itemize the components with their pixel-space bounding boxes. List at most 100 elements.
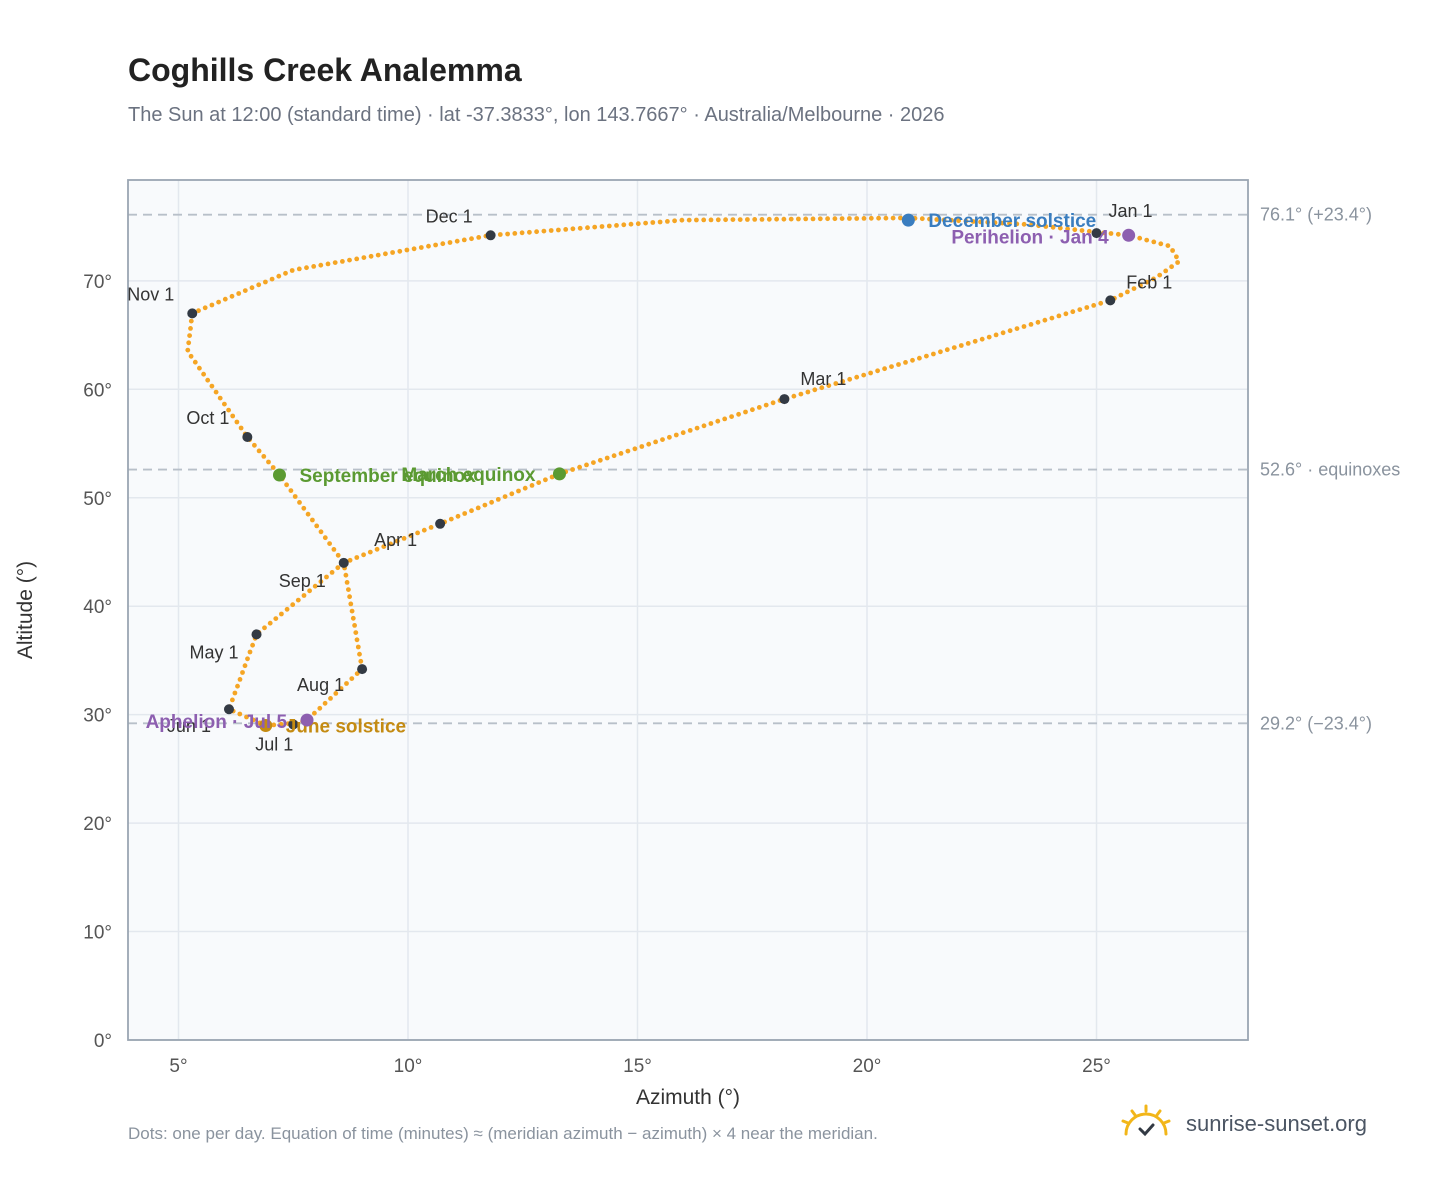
day-dot [992,220,998,226]
day-dot [972,338,978,344]
day-dot [1144,279,1150,285]
day-dot [374,546,380,552]
day-dot [512,231,518,236]
day-dot [737,217,743,223]
day-dot [328,696,333,701]
y-tick-label: 10° [83,923,112,944]
day-dot [242,288,248,293]
day-dot [941,217,947,223]
day-dot [247,649,253,655]
day-dot [1084,305,1090,310]
x-axis-label: Azimuth (°) [636,1086,740,1109]
x-tick-label: 15° [623,1056,652,1077]
day-dot [635,221,641,227]
day-dot [252,442,257,448]
brand[interactable]: sunrise-sunset.org [1120,1104,1367,1144]
x-tick-label: 10° [394,1056,423,1077]
day-dot [256,448,262,454]
day-dot [876,215,881,221]
day-dot [788,216,794,222]
day-dot [1072,227,1078,233]
day-dot [329,570,335,575]
day-dot [910,357,915,363]
day-dot [421,527,427,533]
day-dot [585,225,590,231]
day-dot [868,215,874,221]
day-dot [847,376,853,382]
day-dot [632,446,638,452]
month-label: May 1 [189,642,238,662]
day-dot [322,535,328,541]
day-dot [516,488,521,494]
day-dot [347,557,353,563]
day-dot [999,220,1005,226]
y-axis-label: Altitude (°) [14,561,37,659]
day-dot [202,305,208,311]
day-dot [1035,319,1041,325]
day-dot [951,345,957,350]
day-dot [796,216,801,222]
day-dot [327,541,332,546]
day-dot [1118,292,1124,298]
day-dot [216,299,222,305]
day-dot [461,237,467,243]
day-dot [1165,243,1171,249]
day-dot [1137,235,1143,241]
day-dot [1077,307,1083,312]
day-dot [482,502,488,508]
day-dot [826,383,832,388]
day-dot [687,428,693,433]
day-dot [297,500,302,505]
day-dot [344,580,350,585]
day-dot [522,485,528,491]
day-dot [1036,223,1041,229]
day-dot [774,216,779,222]
day-dot [1028,322,1034,327]
day-dot [354,637,360,643]
day-dot [354,555,360,560]
day-dot [333,691,339,696]
day-dot [882,366,887,372]
day-dot [318,579,324,584]
event-marker [1122,228,1136,242]
day-dot [949,217,954,223]
day-dot [394,538,400,544]
day-dot [381,544,387,549]
day-dot [325,261,331,267]
day-dot [312,710,317,716]
day-dot [1158,241,1164,247]
day-dot [919,216,925,222]
reference-line-label: 76.1° (+23.4°) [1260,205,1372,225]
event-marker [901,213,915,227]
day-dot [242,663,248,669]
day-dot [476,235,482,240]
day-dot [970,219,976,224]
day-dot [186,340,192,346]
day-dot [1108,231,1114,236]
day-dot [1086,228,1092,234]
day-dot [570,467,575,472]
month-marker [288,719,299,730]
day-dot [318,529,324,535]
day-dot [312,583,318,589]
day-dot [1131,286,1137,291]
day-dot [805,389,811,395]
day-dot [680,430,686,436]
day-dot [347,594,352,600]
day-dot [1157,272,1163,278]
day-dot [958,343,964,348]
day-dot [188,353,194,359]
day-dot [261,454,267,459]
day-dot [798,391,804,397]
day-dot [665,219,670,224]
day-dot [335,552,341,558]
day-dot [653,439,658,445]
day-dot [237,711,243,717]
event-label: Aphelion · Jul 5 [146,712,288,733]
day-dot [825,216,830,222]
day-dot [322,700,328,706]
day-dot [350,615,356,621]
day-dot [750,407,755,413]
brand-name: sunrise-sunset.org [1186,1111,1367,1136]
plot-frame [127,179,1249,1041]
